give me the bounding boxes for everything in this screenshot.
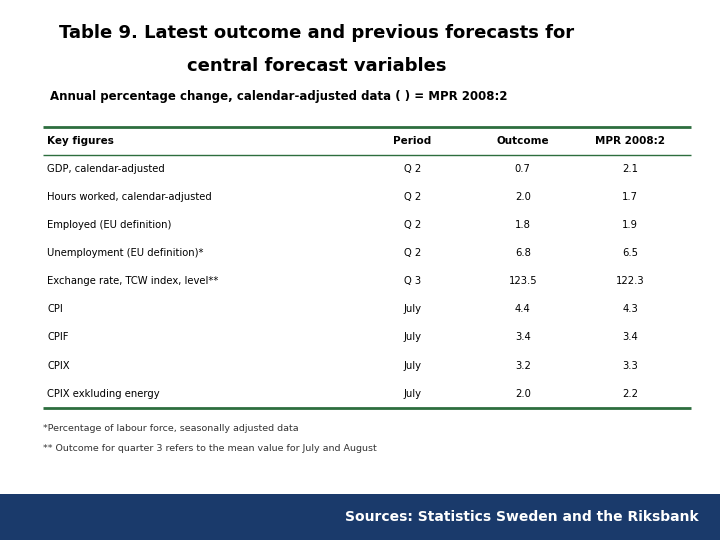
Text: Hours worked, calendar-adjusted: Hours worked, calendar-adjusted	[48, 192, 212, 202]
Text: 1.8: 1.8	[515, 220, 531, 230]
Text: 1.9: 1.9	[622, 220, 638, 230]
Text: 4.3: 4.3	[622, 305, 638, 314]
Text: Q 2: Q 2	[404, 192, 421, 202]
Text: 6.8: 6.8	[515, 248, 531, 258]
Text: 2.1: 2.1	[622, 164, 638, 174]
Text: Employed (EU definition): Employed (EU definition)	[48, 220, 171, 230]
Text: Period: Period	[393, 136, 432, 146]
Text: July: July	[403, 389, 421, 399]
Text: Table 9. Latest outcome and previous forecasts for: Table 9. Latest outcome and previous for…	[59, 24, 575, 42]
Text: Q 2: Q 2	[404, 248, 421, 258]
Text: *Percentage of labour force, seasonally adjusted data: *Percentage of labour force, seasonally …	[43, 424, 299, 433]
Text: 123.5: 123.5	[508, 276, 537, 286]
Text: Unemployment (EU definition)*: Unemployment (EU definition)*	[48, 248, 204, 258]
Text: Q 2: Q 2	[404, 164, 421, 174]
Text: CPIX exkluding energy: CPIX exkluding energy	[48, 389, 160, 399]
Text: central forecast variables: central forecast variables	[187, 57, 446, 75]
Text: 6.5: 6.5	[622, 248, 638, 258]
Text: Sources: Statistics Sweden and the Riksbank: Sources: Statistics Sweden and the Riksb…	[345, 510, 698, 524]
Text: July: July	[403, 333, 421, 342]
Bar	[0, 494, 720, 540]
Text: Outcome: Outcome	[496, 136, 549, 146]
Text: 2.0: 2.0	[515, 389, 531, 399]
Text: GDP, calendar-adjusted: GDP, calendar-adjusted	[48, 164, 165, 174]
Text: Exchange rate, TCW index, level**: Exchange rate, TCW index, level**	[48, 276, 219, 286]
Text: Key figures: Key figures	[48, 136, 114, 146]
Text: MPR 2008:2: MPR 2008:2	[595, 136, 665, 146]
Text: Annual percentage change, calendar-adjusted data ( ) = MPR 2008:2: Annual percentage change, calendar-adjus…	[50, 90, 508, 103]
Text: 1.7: 1.7	[622, 192, 638, 202]
Text: ** Outcome for quarter 3 refers to the mean value for July and August: ** Outcome for quarter 3 refers to the m…	[43, 444, 377, 454]
Text: 2.2: 2.2	[622, 389, 638, 399]
Text: CPIF: CPIF	[48, 333, 68, 342]
Text: July: July	[403, 361, 421, 370]
Text: 3.2: 3.2	[515, 361, 531, 370]
Text: CPI: CPI	[48, 305, 63, 314]
Text: 122.3: 122.3	[616, 276, 644, 286]
Text: 2.0: 2.0	[515, 192, 531, 202]
Text: 4.4: 4.4	[515, 305, 531, 314]
Text: CPIX: CPIX	[48, 361, 70, 370]
Text: July: July	[403, 305, 421, 314]
Text: 0.7: 0.7	[515, 164, 531, 174]
Text: Q 3: Q 3	[404, 276, 421, 286]
Text: 3.3: 3.3	[622, 361, 638, 370]
Text: 3.4: 3.4	[515, 333, 531, 342]
Text: 3.4: 3.4	[622, 333, 638, 342]
Text: Q 2: Q 2	[404, 220, 421, 230]
